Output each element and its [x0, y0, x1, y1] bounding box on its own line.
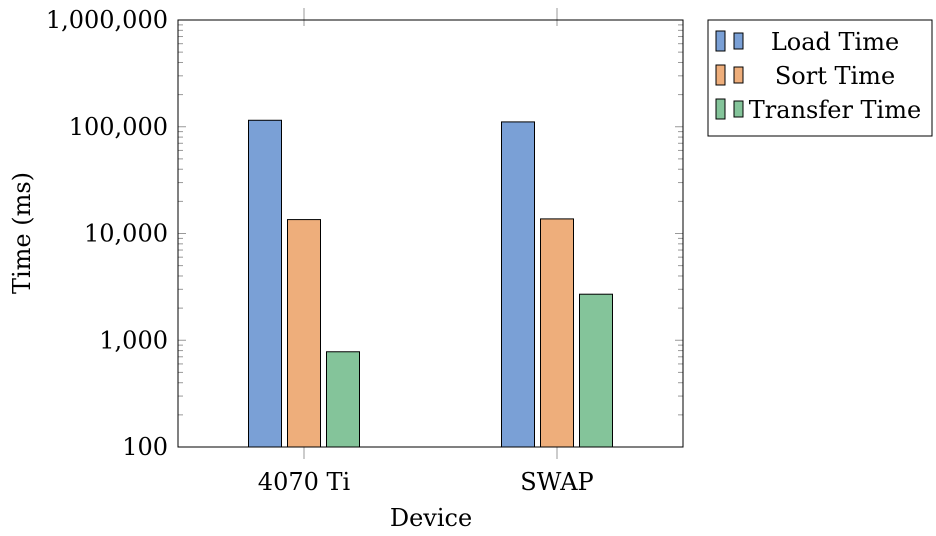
legend-label-transfer-time: Transfer Time	[749, 96, 921, 124]
x-tick-label: 4070 Ti	[258, 468, 351, 496]
bar-load-time-4070-ti	[248, 119, 282, 448]
legend-swatch-sort-time-bar	[733, 66, 744, 84]
y-tick-label: 100	[122, 433, 168, 461]
bar-transfer-time-4070-ti	[326, 351, 360, 448]
bar-load-time-swap	[501, 121, 535, 448]
legend: Load Time Sort Time Transfer Time	[707, 19, 933, 137]
bar-transfer-time-swap	[579, 293, 613, 448]
y-tick-label: 100,000	[69, 113, 168, 141]
legend-swatch-load-time-bar	[733, 32, 744, 50]
y-axis-title: Time (ms)	[8, 172, 36, 294]
legend-frame	[707, 19, 933, 137]
bars	[248, 119, 613, 448]
plot-area-frame	[177, 19, 684, 448]
legend-label-sort-time: Sort Time	[775, 62, 895, 90]
bar-sort-time-4070-ti	[287, 219, 321, 448]
y-tick-label: 1,000,000	[46, 6, 168, 34]
x-axis-tick-labels: 4070 Ti SWAP	[258, 468, 594, 496]
legend-swatch-load-time	[715, 30, 726, 52]
x-axis-title: Device	[390, 504, 472, 532]
bar-sort-time-swap	[540, 218, 574, 448]
x-tick-label: SWAP	[520, 468, 593, 496]
minor-ticks	[178, 8, 683, 459]
legend-swatch-transfer-time	[715, 98, 726, 120]
legend-swatch-sort-time	[715, 64, 726, 86]
y-tick-label: 10,000	[84, 220, 168, 248]
y-axis-tick-labels: 100 1,000 10,000 100,000 1,000,000	[46, 6, 168, 461]
legend-label-load-time: Load Time	[771, 28, 899, 56]
y-tick-label: 1,000	[99, 326, 168, 354]
legend-swatch-transfer-time-bar	[733, 100, 744, 118]
